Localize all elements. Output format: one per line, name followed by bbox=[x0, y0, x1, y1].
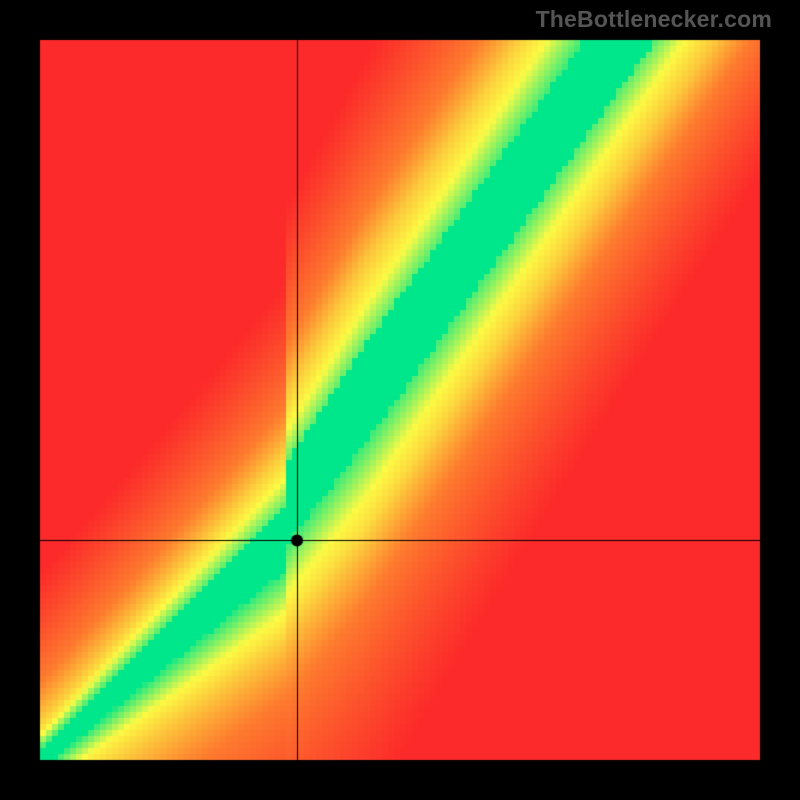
chart-container: TheBottlenecker.com bbox=[0, 0, 800, 800]
bottleneck-heatmap bbox=[0, 0, 800, 800]
